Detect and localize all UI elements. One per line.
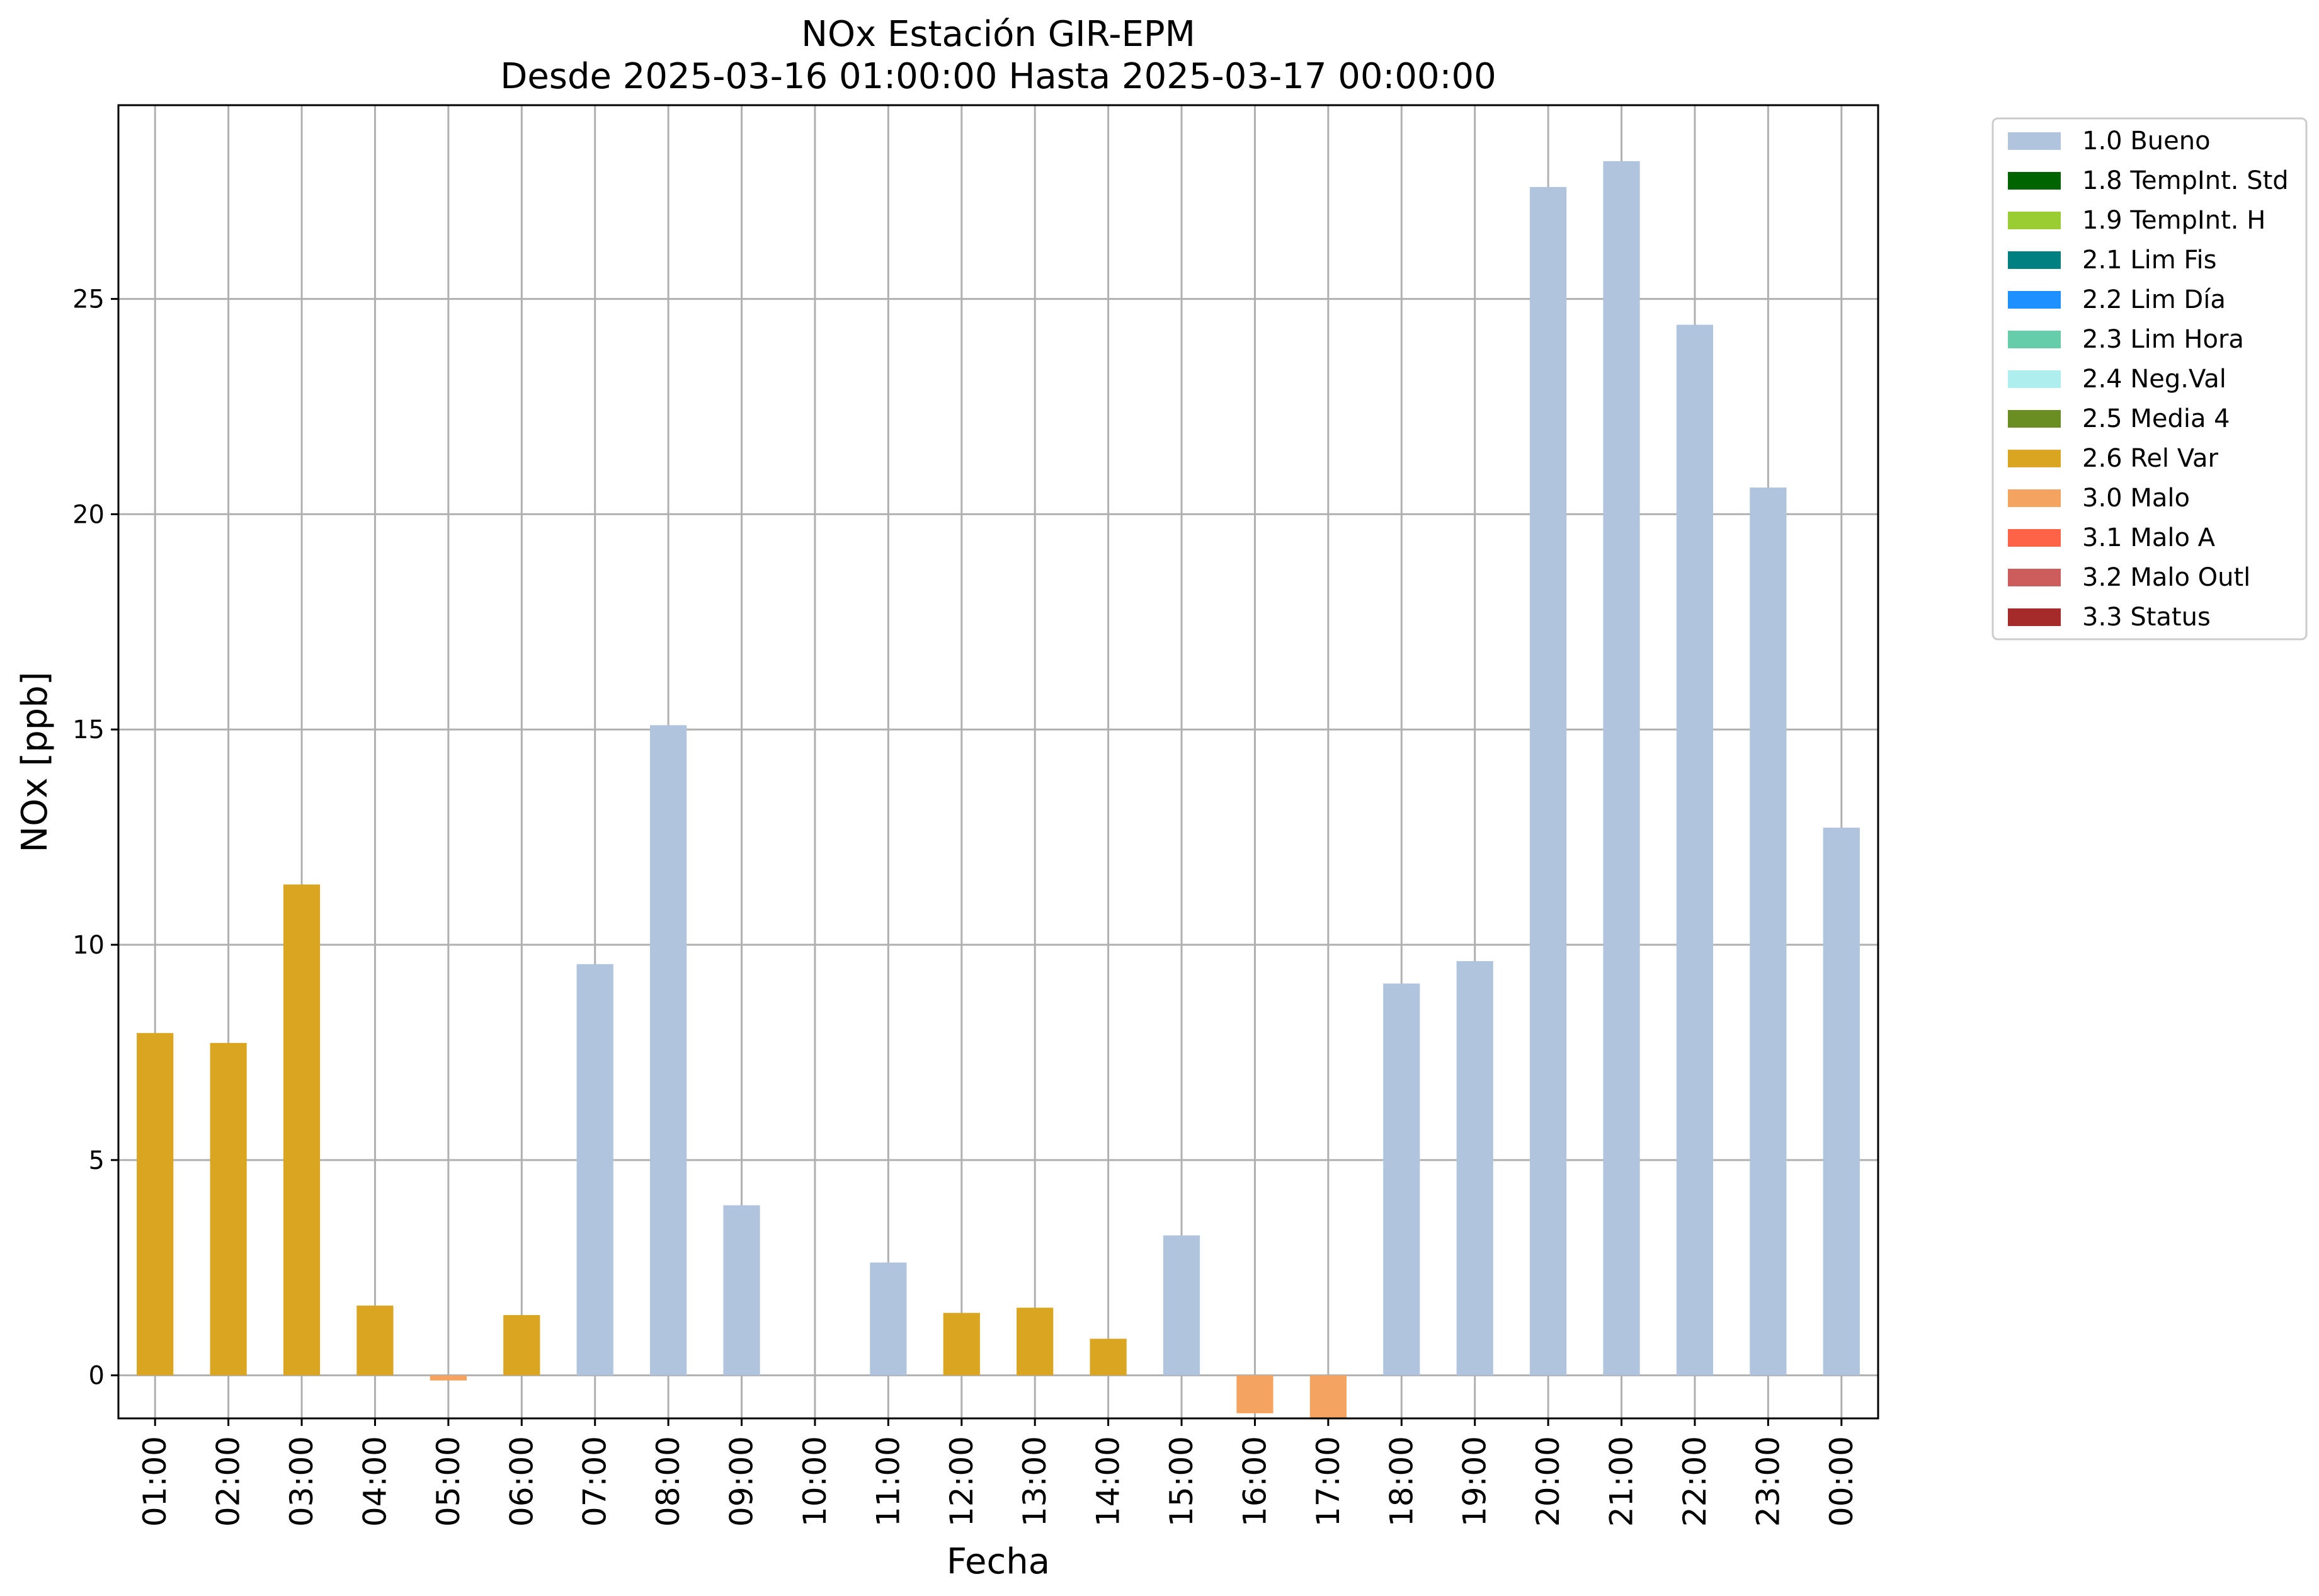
legend-swatch <box>2008 331 2061 348</box>
legend-swatch <box>2008 489 2061 507</box>
bar-1500 <box>1163 1235 1200 1376</box>
x-tick-label: 22:00 <box>1677 1436 1713 1527</box>
legend-label: 2.2 Lim Día <box>2082 285 2226 314</box>
x-tick-label: 17:00 <box>1310 1436 1347 1527</box>
legend-swatch <box>2008 291 2061 309</box>
legend-label: 3.3 Status <box>2082 603 2211 632</box>
legend-label: 1.8 TempInt. Std <box>2082 166 2289 195</box>
bar-0800 <box>650 725 687 1376</box>
bar-0200 <box>210 1042 247 1376</box>
x-tick-label: 18:00 <box>1383 1436 1420 1527</box>
bar-2200 <box>1676 324 1714 1376</box>
legend-label: 3.1 Malo A <box>2082 523 2216 552</box>
x-tick-label: 13:00 <box>1017 1436 1053 1527</box>
legend-label: 1.9 TempInt. H <box>2082 206 2265 235</box>
x-tick-label: 10:00 <box>797 1436 833 1527</box>
legend-frame <box>1991 117 2308 641</box>
bar-0700 <box>576 964 613 1376</box>
legend-swatch <box>2008 172 2061 190</box>
bar-1600 <box>1236 1375 1273 1413</box>
x-tick-label: 08:00 <box>650 1436 687 1527</box>
legend-swatch <box>2008 212 2061 229</box>
x-tick-label: 19:00 <box>1457 1436 1493 1527</box>
legend-swatch <box>2008 608 2061 626</box>
legend-label: 1.0 Bueno <box>2082 127 2211 156</box>
x-tick-label: 07:00 <box>577 1436 613 1527</box>
y-tick-label: 20 <box>72 500 105 529</box>
bar-2300 <box>1750 487 1787 1376</box>
x-tick-label: 04:00 <box>356 1436 393 1527</box>
legend: 1.0 Bueno 1.8 TempInt. Std 1.9 TempInt. H 2… <box>1991 117 2308 641</box>
y-tick-label: 15 <box>72 715 105 744</box>
x-tick-label: 06:00 <box>503 1436 540 1527</box>
bar-0300 <box>283 884 321 1376</box>
legend-swatch <box>2008 410 2061 428</box>
chart-subtitle: Desde 2025-03-16 01:00:00 Hasta 2025-03-… <box>500 56 1496 97</box>
legend-swatch <box>2008 529 2061 547</box>
legend-label: 2.6 Rel Var <box>2082 444 2219 473</box>
x-tick-label: 12:00 <box>943 1436 980 1527</box>
legend-label: 3.2 Malo Outl <box>2082 563 2250 592</box>
x-tick-label: 00:00 <box>1823 1436 1860 1527</box>
y-tick-label: 25 <box>72 285 105 314</box>
bar-1100 <box>870 1262 907 1376</box>
x-tick-label: 03:00 <box>283 1436 320 1527</box>
bar-1300 <box>1017 1308 1054 1376</box>
x-tick-label: 14:00 <box>1090 1436 1127 1527</box>
legend-label: 2.3 Lim Hora <box>2082 325 2244 354</box>
x-tick-label: 20:00 <box>1530 1436 1566 1527</box>
plot-frame <box>117 104 1879 1420</box>
bar-0900 <box>723 1205 760 1376</box>
chart-title: NOx Estación GIR-EPM <box>801 14 1195 55</box>
y-tick-label: 5 <box>89 1146 105 1175</box>
bar-2000 <box>1530 186 1567 1376</box>
bar-1900 <box>1456 961 1493 1376</box>
y-axis-label: NOx [ppb] <box>14 671 55 852</box>
legend-swatch <box>2008 569 2061 586</box>
x-tick-label: 21:00 <box>1604 1436 1640 1527</box>
y-axis-ticks: 0 5 10 15 20 25 <box>72 285 118 1391</box>
legend-label: 2.4 Neg.Val <box>2082 365 2226 394</box>
y-tick-label: 0 <box>89 1362 105 1391</box>
y-tick-label: 10 <box>72 931 105 960</box>
legend-label: 2.5 Media 4 <box>2082 404 2230 433</box>
bar-0400 <box>356 1305 394 1376</box>
legend-swatch <box>2008 132 2061 150</box>
x-tick-label: 05:00 <box>430 1436 467 1527</box>
bar-1400 <box>1090 1338 1127 1376</box>
x-axis-label: Fecha <box>947 1541 1050 1582</box>
x-tick-label: 01:00 <box>137 1436 173 1527</box>
bar-0500 <box>430 1375 467 1381</box>
bar-1700 <box>1309 1375 1347 1418</box>
x-tick-label: 02:00 <box>210 1436 247 1527</box>
legend-swatch <box>2008 450 2061 467</box>
bar-0000 <box>1823 828 1860 1376</box>
bar-1200 <box>943 1313 980 1376</box>
legend-label: 3.0 Malo <box>2082 484 2190 513</box>
bar-0600 <box>503 1314 540 1376</box>
x-tick-label: 15:00 <box>1163 1436 1200 1527</box>
x-axis-ticks: 01:00 02:00 03:00 04:00 05:00 06:00 07:00 08:00… <box>137 1418 1860 1527</box>
x-tick-label: 23:00 <box>1750 1436 1786 1527</box>
x-tick-label: 11:00 <box>870 1436 906 1527</box>
legend-swatch <box>2008 251 2061 269</box>
bars <box>137 161 1860 1418</box>
bar-2100 <box>1603 161 1640 1376</box>
bar-0100 <box>137 1033 174 1376</box>
legend-label: 2.1 Lim Fis <box>2082 246 2216 275</box>
legend-swatch <box>2008 370 2061 388</box>
bar-1800 <box>1383 983 1420 1376</box>
x-tick-label: 09:00 <box>724 1436 760 1527</box>
x-tick-label: 16:00 <box>1236 1436 1273 1527</box>
